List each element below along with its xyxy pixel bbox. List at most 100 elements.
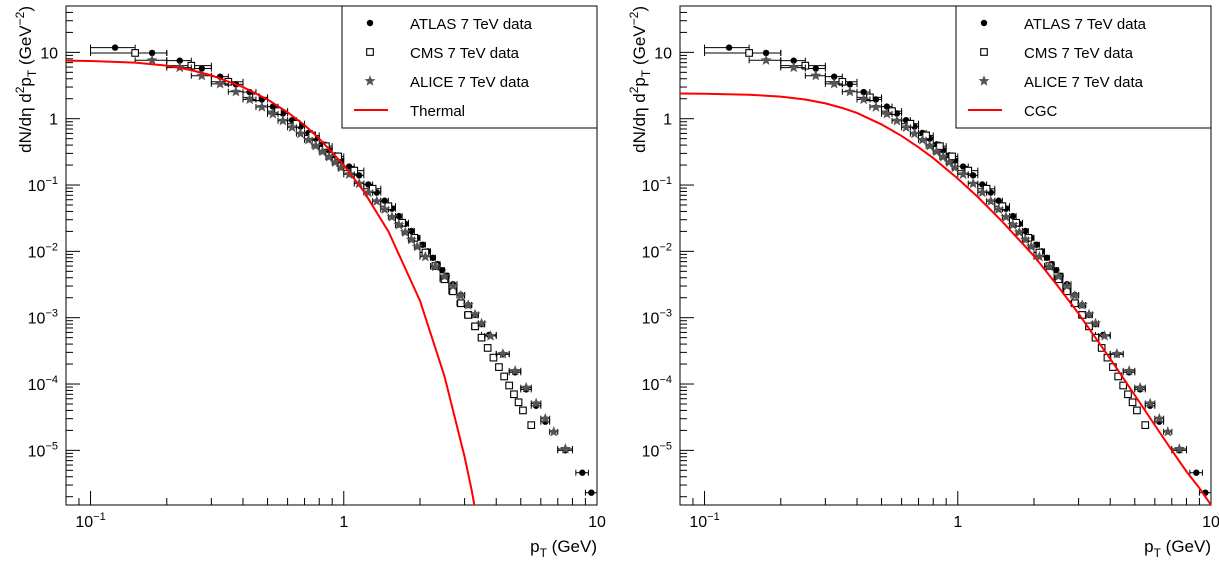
data-point — [429, 260, 441, 272]
data-point — [812, 65, 819, 72]
y-tick-label: 10−1 — [28, 175, 58, 195]
legend: ATLAS 7 TeV data CMS 7 TeV data ALICE 7 Te… — [955, 5, 1212, 129]
data-point — [497, 348, 509, 359]
data-point — [477, 333, 486, 342]
data-point — [844, 85, 856, 97]
data-point — [870, 101, 882, 112]
data-point — [335, 161, 347, 173]
legend-label: Thermal — [410, 103, 465, 120]
x-tick-label: 10−1 — [689, 511, 719, 531]
data-point — [455, 289, 467, 301]
data-point — [500, 372, 509, 381]
data-point — [1013, 226, 1025, 237]
data-point — [931, 145, 943, 157]
data-point — [1083, 308, 1095, 320]
y-tick-label: 10−5 — [642, 440, 672, 460]
data-point — [196, 69, 208, 81]
legend: ATLAS 7 TeV data CMS 7 TeV data ALICE 7 Te… — [341, 5, 598, 129]
legend-marker — [364, 75, 376, 86]
data-point — [881, 108, 893, 119]
data-point — [1111, 348, 1123, 359]
data-point — [485, 330, 497, 341]
data-point — [1069, 289, 1081, 301]
data-point — [976, 186, 988, 198]
data-point — [1144, 397, 1156, 409]
data-point — [462, 299, 474, 310]
data-point — [439, 270, 451, 282]
x-axis-title: pT (GeV) — [1144, 537, 1211, 560]
data-point — [1123, 365, 1135, 376]
legend-marker — [980, 19, 988, 27]
data-point — [1141, 421, 1150, 429]
y-tick-label: 1 — [663, 112, 672, 129]
y-tick-label: 10−3 — [28, 308, 58, 328]
data-point — [1033, 250, 1045, 262]
data-point — [937, 151, 949, 162]
series-alice-7-tev-data — [748, 54, 1187, 454]
data-point — [395, 212, 403, 220]
data-point — [386, 211, 398, 222]
data-point — [1076, 299, 1088, 310]
data-point — [214, 78, 226, 89]
x-axis-ticks — [679, 491, 1212, 505]
plot-frame — [679, 5, 1212, 506]
data-point — [943, 156, 955, 167]
plot-panel-2: 10−1 1 10 10 1 10−1 10−2 10−3 10−4 10−5 pT (GeV) dN… — [627, 5, 1219, 560]
data-point — [495, 363, 503, 371]
data-point — [1193, 469, 1200, 476]
data-point — [548, 426, 560, 437]
data-point — [1007, 219, 1019, 230]
x-tick-label: 1 — [339, 514, 348, 531]
y-tick-label: 10−4 — [642, 374, 672, 394]
data-point — [810, 69, 822, 81]
data-point — [381, 197, 388, 204]
data-point — [514, 398, 523, 407]
data-point — [111, 44, 119, 51]
data-point — [1033, 241, 1040, 248]
x-axis-ticks — [65, 491, 598, 505]
legend-label: CMS 7 TeV data — [1024, 45, 1134, 62]
data-point — [957, 168, 969, 180]
data-point — [725, 44, 733, 51]
data-point — [371, 195, 383, 206]
data-point — [146, 54, 158, 65]
data-point — [405, 233, 417, 245]
legend-label: ALICE 7 TeV data — [410, 74, 530, 91]
y-tick-label: 10−3 — [642, 308, 672, 328]
y-tick-label: 10−2 — [28, 241, 58, 261]
data-point — [527, 421, 536, 429]
data-point — [198, 65, 205, 72]
data-point — [1009, 212, 1017, 220]
data-point — [317, 145, 329, 157]
data-point — [476, 317, 488, 329]
data-point — [1099, 330, 1111, 341]
legend-marker — [980, 48, 988, 56]
data-point — [362, 186, 374, 198]
data-point — [353, 177, 365, 189]
data-point — [469, 308, 481, 320]
data-point — [949, 161, 961, 173]
legend-box — [955, 5, 1212, 129]
data-point — [429, 254, 437, 261]
y-axis-ticks — [680, 5, 694, 498]
legend-label: ATLAS 7 TeV data — [410, 16, 533, 33]
data-point — [471, 322, 479, 331]
x-tick-label: 10−1 — [75, 511, 105, 531]
data-point — [399, 226, 411, 237]
data-point — [788, 61, 800, 73]
data-point — [519, 406, 527, 415]
data-point — [439, 266, 446, 274]
data-point — [995, 197, 1002, 204]
data-point — [131, 49, 139, 57]
data-point — [858, 93, 870, 105]
y-tick-label: 10 — [40, 45, 58, 62]
data-point — [411, 240, 423, 252]
data-point — [1000, 211, 1012, 222]
y-tick-label: 10−2 — [642, 241, 672, 261]
data-point — [1053, 270, 1065, 282]
x-axis-title: pT (GeV) — [530, 537, 597, 560]
data-point — [900, 121, 912, 133]
data-point — [1162, 426, 1174, 437]
